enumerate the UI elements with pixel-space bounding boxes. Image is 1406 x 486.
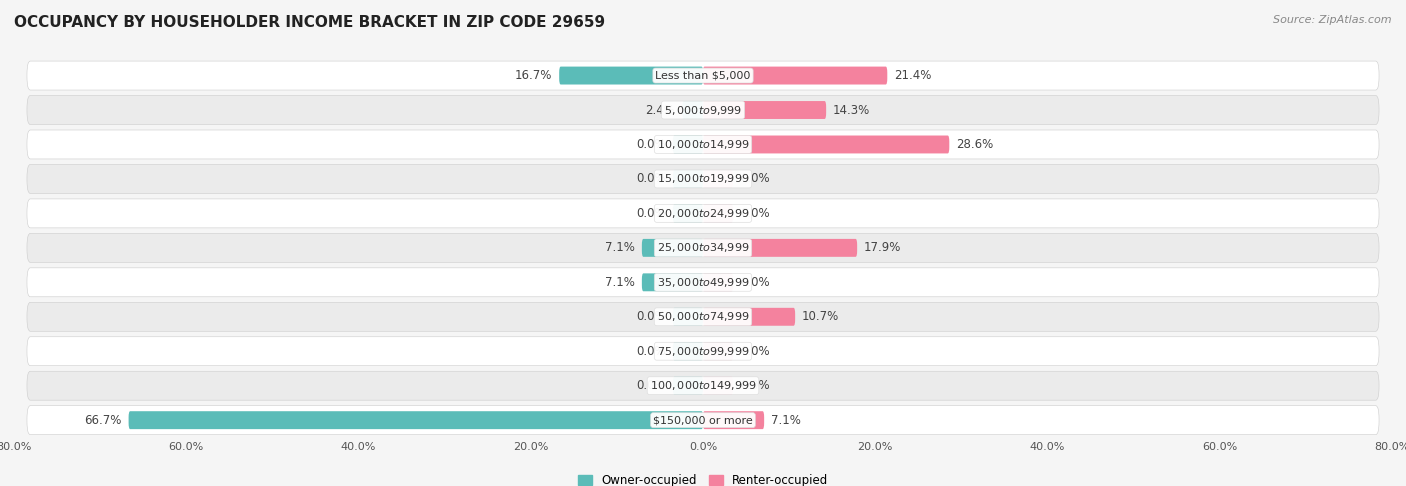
Text: 0.0%: 0.0% <box>637 310 666 323</box>
Text: $5,000 to $9,999: $5,000 to $9,999 <box>664 104 742 117</box>
Text: $10,000 to $14,999: $10,000 to $14,999 <box>657 138 749 151</box>
FancyBboxPatch shape <box>27 199 1379 228</box>
Text: 0.0%: 0.0% <box>637 138 666 151</box>
FancyBboxPatch shape <box>560 67 703 85</box>
Text: 0.0%: 0.0% <box>637 173 666 186</box>
Text: 0.0%: 0.0% <box>637 207 666 220</box>
Text: 21.4%: 21.4% <box>894 69 932 82</box>
FancyBboxPatch shape <box>703 411 763 429</box>
FancyBboxPatch shape <box>673 205 703 223</box>
Text: $50,000 to $74,999: $50,000 to $74,999 <box>657 310 749 323</box>
FancyBboxPatch shape <box>703 239 858 257</box>
FancyBboxPatch shape <box>27 302 1379 331</box>
FancyBboxPatch shape <box>703 101 827 119</box>
Text: 2.4%: 2.4% <box>645 104 675 117</box>
FancyBboxPatch shape <box>703 342 733 360</box>
Text: $150,000 or more: $150,000 or more <box>654 415 752 425</box>
FancyBboxPatch shape <box>703 205 733 223</box>
FancyBboxPatch shape <box>673 342 703 360</box>
Text: 17.9%: 17.9% <box>865 242 901 254</box>
Text: 28.6%: 28.6% <box>956 138 994 151</box>
Text: 0.0%: 0.0% <box>637 345 666 358</box>
FancyBboxPatch shape <box>703 377 733 395</box>
Legend: Owner-occupied, Renter-occupied: Owner-occupied, Renter-occupied <box>572 469 834 486</box>
FancyBboxPatch shape <box>27 96 1379 124</box>
FancyBboxPatch shape <box>27 406 1379 434</box>
Text: $25,000 to $34,999: $25,000 to $34,999 <box>657 242 749 254</box>
Text: 16.7%: 16.7% <box>515 69 553 82</box>
FancyBboxPatch shape <box>27 164 1379 193</box>
FancyBboxPatch shape <box>673 170 703 188</box>
FancyBboxPatch shape <box>673 136 703 154</box>
Text: 0.0%: 0.0% <box>740 345 769 358</box>
FancyBboxPatch shape <box>673 377 703 395</box>
FancyBboxPatch shape <box>682 101 703 119</box>
FancyBboxPatch shape <box>673 308 703 326</box>
Text: $75,000 to $99,999: $75,000 to $99,999 <box>657 345 749 358</box>
FancyBboxPatch shape <box>703 136 949 154</box>
Text: 7.1%: 7.1% <box>605 242 636 254</box>
Text: 7.1%: 7.1% <box>770 414 801 427</box>
Text: 0.0%: 0.0% <box>740 379 769 392</box>
FancyBboxPatch shape <box>703 67 887 85</box>
FancyBboxPatch shape <box>643 239 703 257</box>
Text: Less than $5,000: Less than $5,000 <box>655 70 751 81</box>
FancyBboxPatch shape <box>27 233 1379 262</box>
FancyBboxPatch shape <box>643 273 703 291</box>
FancyBboxPatch shape <box>27 371 1379 400</box>
FancyBboxPatch shape <box>27 61 1379 90</box>
Text: 7.1%: 7.1% <box>605 276 636 289</box>
FancyBboxPatch shape <box>27 268 1379 297</box>
Text: 0.0%: 0.0% <box>740 207 769 220</box>
Text: $20,000 to $24,999: $20,000 to $24,999 <box>657 207 749 220</box>
FancyBboxPatch shape <box>703 273 733 291</box>
Text: 14.3%: 14.3% <box>832 104 870 117</box>
Text: 10.7%: 10.7% <box>801 310 839 323</box>
Text: Source: ZipAtlas.com: Source: ZipAtlas.com <box>1274 15 1392 25</box>
Text: $100,000 to $149,999: $100,000 to $149,999 <box>650 379 756 392</box>
Text: 66.7%: 66.7% <box>84 414 122 427</box>
Text: $15,000 to $19,999: $15,000 to $19,999 <box>657 173 749 186</box>
Text: 0.0%: 0.0% <box>637 379 666 392</box>
Text: 0.0%: 0.0% <box>740 173 769 186</box>
FancyBboxPatch shape <box>703 308 796 326</box>
FancyBboxPatch shape <box>27 130 1379 159</box>
Text: OCCUPANCY BY HOUSEHOLDER INCOME BRACKET IN ZIP CODE 29659: OCCUPANCY BY HOUSEHOLDER INCOME BRACKET … <box>14 15 605 30</box>
FancyBboxPatch shape <box>27 337 1379 366</box>
Text: 0.0%: 0.0% <box>740 276 769 289</box>
FancyBboxPatch shape <box>703 170 733 188</box>
FancyBboxPatch shape <box>128 411 703 429</box>
Text: $35,000 to $49,999: $35,000 to $49,999 <box>657 276 749 289</box>
